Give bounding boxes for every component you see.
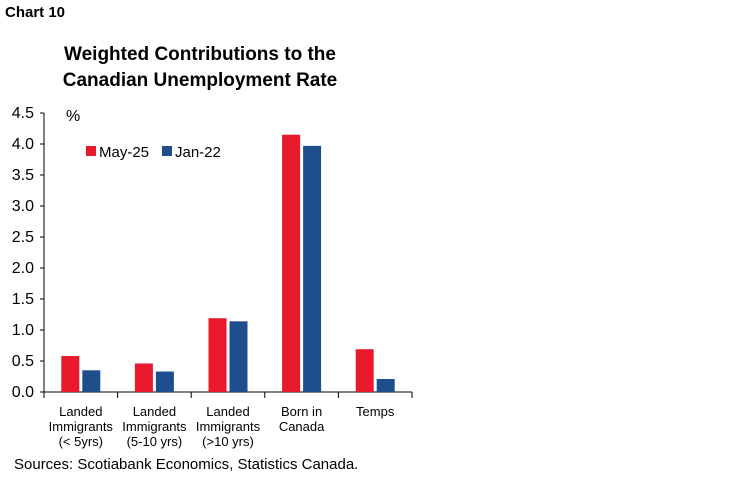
legend-swatch-jan-22 <box>162 146 172 156</box>
y-tick-label: 3.5 <box>12 167 34 184</box>
category-label: Immigrants <box>122 419 187 434</box>
bar-jan-22 <box>303 145 322 392</box>
chart-number-label: Chart 10 <box>5 4 66 21</box>
y-tick-label: 1.0 <box>12 322 34 339</box>
y-unit-label: % <box>66 108 80 125</box>
y-tick-label: 0.5 <box>12 353 34 370</box>
bar-may-25 <box>355 349 374 392</box>
bar-may-25 <box>208 318 227 392</box>
legend-label-jan-22: Jan-22 <box>175 144 221 161</box>
bar-jan-22 <box>229 321 248 392</box>
source-note: Sources: Scotiabank Economics, Statistic… <box>14 456 359 473</box>
y-tick-label: 2.5 <box>12 229 34 246</box>
y-tick-label: 0.0 <box>12 384 34 401</box>
category-label: Canada <box>279 419 325 434</box>
legend: May-25 Jan-22 <box>86 144 221 161</box>
bar-jan-22 <box>376 378 395 392</box>
category-label: Immigrants <box>196 419 261 434</box>
y-axis: 0.0 0.5 1.0 1.5 2.0 2.5 3.0 3.5 4.0 4.5 <box>12 105 45 401</box>
bar-may-25 <box>134 363 153 392</box>
bar-jan-22 <box>82 370 101 392</box>
category-label: Temps <box>356 404 395 419</box>
bar-may-25 <box>61 356 80 392</box>
category-label: Immigrants <box>49 419 114 434</box>
chart-title: Weighted Contributions to the Canadian U… <box>40 42 360 94</box>
y-tick-label: 3.0 <box>12 198 34 215</box>
y-tick-label: 4.0 <box>12 136 34 153</box>
bar-may-25 <box>282 134 301 392</box>
bar-jan-22 <box>155 371 174 392</box>
legend-label-may-25: May-25 <box>99 144 149 161</box>
chart-title-line-1: Weighted Contributions to the <box>64 44 336 65</box>
y-tick-label: 2.0 <box>12 260 34 277</box>
category-label: Landed <box>59 404 102 419</box>
category-label: Born in <box>281 404 322 419</box>
y-tick-label: 1.5 <box>12 291 34 308</box>
y-tick-label: 4.5 <box>12 105 34 122</box>
category-label: Landed <box>133 404 176 419</box>
category-label: (>10 yrs) <box>202 434 254 449</box>
category-label: (5-10 yrs) <box>127 434 183 449</box>
category-label: Landed <box>206 404 249 419</box>
legend-swatch-may-25 <box>86 146 96 156</box>
chart-title-line-2: Canadian Unemployment Rate <box>62 70 338 91</box>
bars <box>61 134 395 392</box>
category-label: (< 5yrs) <box>59 434 103 449</box>
